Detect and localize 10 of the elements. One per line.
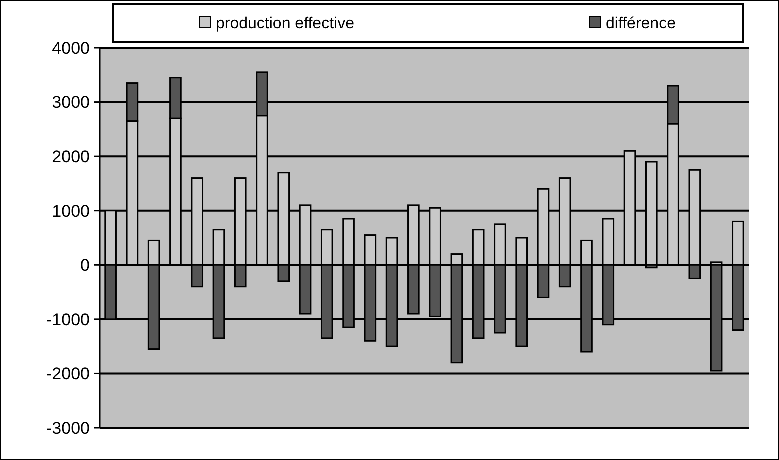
legend-label: différence bbox=[606, 16, 676, 33]
y-tick-label: 2000 bbox=[52, 148, 90, 167]
y-tick-label: -1000 bbox=[46, 310, 90, 330]
y-tick-label: 0 bbox=[80, 256, 90, 276]
y-tick-label: -2000 bbox=[46, 364, 90, 384]
legend-label: production effective bbox=[216, 16, 355, 33]
y-tick-label: 1000 bbox=[52, 202, 90, 221]
y-tick-label: 4000 bbox=[52, 38, 90, 58]
y-tick-label: -3000 bbox=[46, 418, 90, 438]
y-tick-label: 3000 bbox=[52, 93, 90, 112]
